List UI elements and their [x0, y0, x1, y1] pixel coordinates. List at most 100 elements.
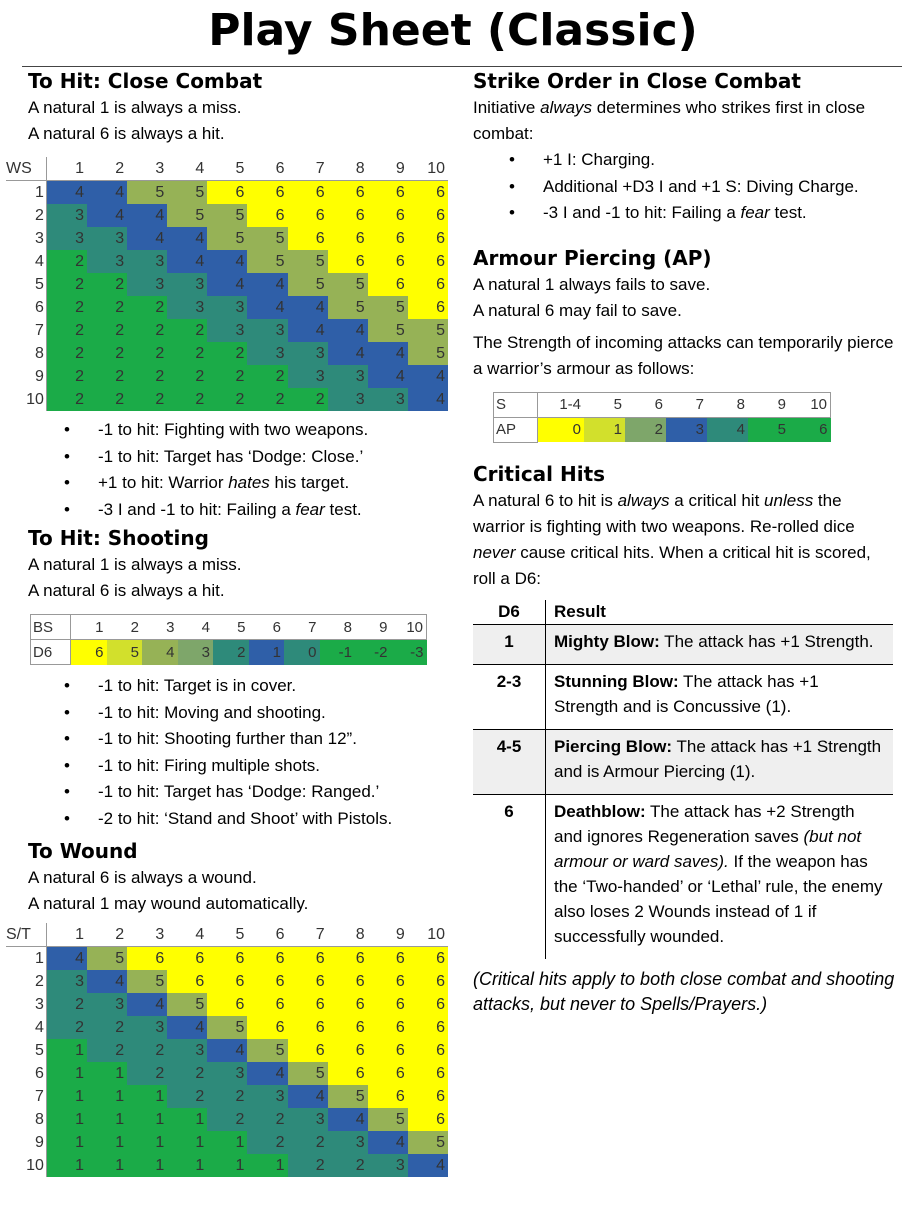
- column-header: 6: [248, 614, 284, 640]
- column-header-d6: D6: [473, 599, 546, 625]
- table-cell: 6: [367, 1016, 408, 1039]
- column-header: 7: [666, 391, 707, 418]
- text-run: the warrior is fighting with two weapons…: [473, 490, 855, 536]
- table-row: 6 Deathblow: The attack has +2 Strength a…: [473, 794, 893, 959]
- table-cell: 4: [287, 319, 328, 342]
- table-cell: 1: [87, 1154, 128, 1177]
- table-cell: 6: [327, 250, 368, 273]
- table-cell: 5: [167, 180, 208, 204]
- strike-order-intro: Initiative always determines who strikes…: [473, 95, 898, 147]
- table-cell: 3: [287, 1108, 328, 1131]
- table-cell: 2: [127, 342, 168, 365]
- column-header: 10: [407, 157, 448, 181]
- table-row: 2-3 Stunning Blow: The attack has +1 Stre…: [473, 664, 893, 730]
- table-header-row: D6 Result: [473, 599, 893, 625]
- table-cell: 2: [87, 1039, 128, 1062]
- table-cell: 2: [247, 388, 288, 411]
- column-header: 4: [167, 157, 208, 181]
- table-cell: 2: [625, 417, 666, 442]
- list-item: +1 to hit: Warrior hates his target.: [28, 470, 448, 497]
- table-cell: 1: [46, 1062, 88, 1085]
- table-cell: 6: [367, 1039, 408, 1062]
- table-cell: 3: [207, 296, 248, 319]
- roll-value: 2-3: [473, 664, 546, 730]
- column-header: 6: [625, 391, 666, 418]
- table-cell: 4: [142, 639, 178, 665]
- column-header: 10: [407, 923, 448, 947]
- table-cell: 2: [46, 319, 88, 342]
- list-item: -1 to hit: Target has ‘Dodge: Ranged.’: [28, 779, 448, 806]
- table-cell: 2: [167, 342, 208, 365]
- column-header: 8: [327, 923, 368, 947]
- table-cell: 6: [367, 204, 408, 227]
- right-column: Strike Order in Close Combat Initiative …: [473, 68, 898, 1017]
- table-cell: 6: [367, 946, 408, 970]
- table-cell: 6: [407, 1085, 448, 1108]
- table-cell: 6: [167, 970, 208, 993]
- critical-hits-table: D6 Result 1 Mighty Blow: The attack has +1 …: [473, 599, 893, 959]
- table-cell: 5: [367, 319, 408, 342]
- table-cell: 1: [46, 1131, 88, 1154]
- row-header: 2: [6, 970, 47, 993]
- table-cell: 2: [87, 388, 128, 411]
- table-cell: 6: [287, 970, 328, 993]
- column-header: 9: [748, 391, 789, 418]
- result-text: Piercing Blow: The attack has +1 Strengt…: [545, 729, 893, 795]
- table-cell: 2: [127, 296, 168, 319]
- table-cell: 3: [127, 273, 168, 296]
- table-cell: 3: [327, 1131, 368, 1154]
- table-cell: 2: [167, 1062, 208, 1085]
- table-cell: 4: [327, 319, 368, 342]
- table-cell: 2: [46, 1016, 88, 1039]
- table-cell: 4: [46, 180, 88, 204]
- column-header: 1: [46, 157, 88, 181]
- table-cell: 6: [367, 250, 408, 273]
- table-cell: 3: [247, 1085, 288, 1108]
- text-run: his target.: [269, 473, 350, 492]
- table-cell: 4: [327, 342, 368, 365]
- table-cell: 6: [327, 970, 368, 993]
- table-cell: 1: [127, 1108, 168, 1131]
- row-label: S: [493, 391, 538, 418]
- list-item: -2 to hit: ‘Stand and Shoot’ with Pistol…: [28, 806, 448, 833]
- critical-hits-heading: Critical Hits: [473, 461, 606, 486]
- table-cell: 4: [87, 180, 128, 204]
- table-cell: 5: [367, 1108, 408, 1131]
- row-header: 2: [6, 204, 47, 227]
- table-cell: 3: [46, 204, 88, 227]
- table-cell: 4: [207, 250, 248, 273]
- table-cell: 1: [46, 1108, 88, 1131]
- text-run: -1 to hit: Fighting with two weapons.: [98, 420, 369, 439]
- column-header: 2: [106, 614, 142, 640]
- table-cell: 6: [207, 993, 248, 1016]
- table-cell: 5: [327, 1085, 368, 1108]
- list-item: +1 I: Charging.: [473, 147, 898, 174]
- roll-value: 1: [473, 624, 546, 665]
- table-cell: 2: [127, 319, 168, 342]
- armour-piercing-description: The Strength of incoming attacks can tem…: [473, 332, 894, 378]
- column-header: 9: [367, 157, 408, 181]
- column-header: 5: [207, 157, 248, 181]
- table-cell: 2: [167, 365, 208, 388]
- table-cell: 1: [207, 1131, 248, 1154]
- shooting-table: BS 1 2 3 4 5 6 7 8 9 10 D6 6 5 4 3 2 1 0 -1 -2 -3: [30, 614, 427, 665]
- table-row: 1 Mighty Blow: The attack has +1 Strength…: [473, 624, 893, 665]
- list-item: -1 to hit: Target is in cover.: [28, 673, 448, 700]
- row-header: 7: [6, 1085, 47, 1108]
- close-combat-table-wrap: WS 1 2 3 4 5 6 7 8 9 10 1 4 4 5 5 6 6 6 6 6 6 2 3 4 4 5 5 6 6 6 6 6 3 3 3 4 4…: [6, 157, 448, 411]
- table-cell: 2: [46, 250, 88, 273]
- table-cell: 1: [167, 1131, 208, 1154]
- table-cell: 4: [127, 204, 168, 227]
- table-cell: 5: [327, 273, 368, 296]
- table-cell: 6: [287, 204, 328, 227]
- text-run: test.: [769, 203, 807, 222]
- table-row: S 1-4 5 6 7 8 9 10: [493, 391, 831, 418]
- table-row: 10 2 2 2 2 2 2 2 3 3 4: [6, 388, 448, 411]
- table-cell: 3: [287, 365, 328, 388]
- table-cell: 6: [367, 180, 408, 204]
- table-cell: 2: [87, 342, 128, 365]
